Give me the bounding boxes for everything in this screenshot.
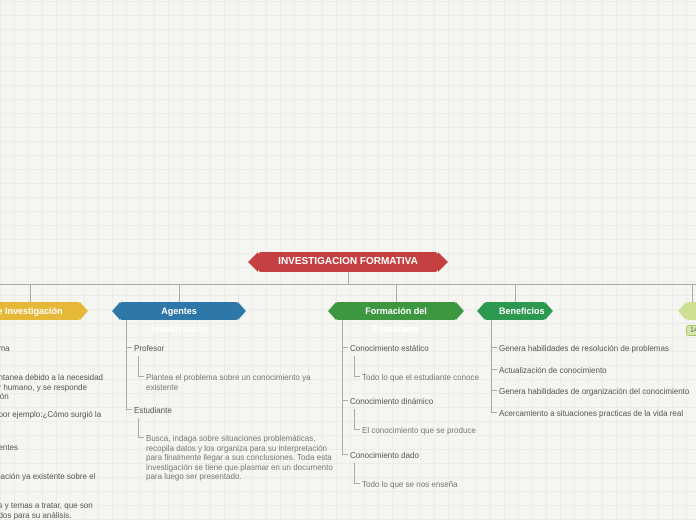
subleaf-text: Busca, indaga sobre situaciones problemá… bbox=[146, 434, 336, 482]
count-tag: 14 bbox=[686, 325, 696, 336]
branch-node: e Investigación bbox=[0, 302, 80, 320]
leaf-text: Estudiante bbox=[134, 406, 334, 416]
leaf-text: Profesor bbox=[134, 344, 334, 354]
branch-node: Formación del Estudiante bbox=[336, 302, 456, 320]
connector bbox=[348, 272, 349, 284]
branch-node-partial bbox=[686, 302, 696, 320]
branch-node: Beneficios bbox=[485, 302, 545, 320]
leaf-text: os y temas a tratar, que sonados para su… bbox=[0, 501, 194, 520]
root-node: INVESTIGACION FORMATIVA bbox=[258, 252, 438, 272]
branch-node: Agentes Involucrados bbox=[120, 302, 238, 320]
leaf-text: Acercamiento a situaciones practicas de … bbox=[499, 409, 696, 419]
leaf-text: Genera habilidades de organización del c… bbox=[499, 387, 696, 397]
leaf-text: Conocimiento dinámico bbox=[350, 397, 550, 407]
subleaf-text: Todo lo que se nos enseña bbox=[362, 480, 552, 490]
subleaf-text: El conocimiento que se produce bbox=[362, 426, 552, 436]
leaf-text: Genera habilidades de resolución de prob… bbox=[499, 344, 696, 354]
leaf-text: Actualización de conocimiento bbox=[499, 366, 696, 376]
leaf-text: Conocimiento dado bbox=[350, 451, 550, 461]
subleaf-text: Plantea el problema sobre un conocimient… bbox=[146, 373, 336, 392]
connector bbox=[0, 284, 696, 285]
